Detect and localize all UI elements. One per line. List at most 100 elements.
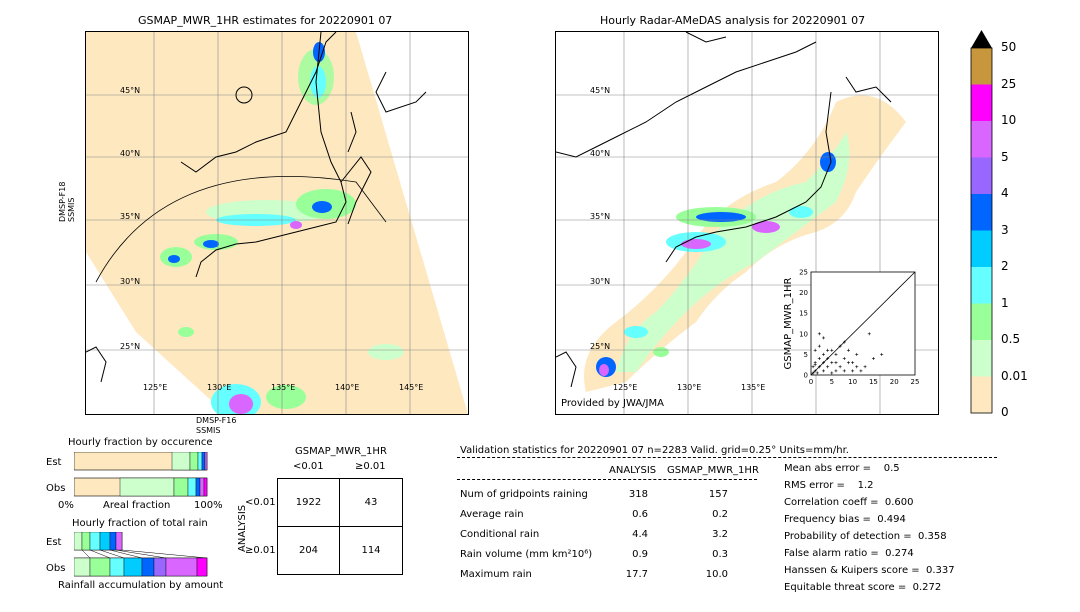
- left-map-canvas: [86, 32, 468, 414]
- scatter-point: [846, 361, 850, 365]
- right-lat-label: 25°N: [590, 342, 611, 351]
- colorbar-segment: [971, 84, 992, 121]
- left-lon-label: 130°E: [207, 383, 232, 392]
- scatter-diagonal: [810, 271, 916, 376]
- score-line: Correlation coeff = 0.600: [784, 497, 914, 508]
- colorbar-tick-label: 2: [1001, 259, 1009, 273]
- occ-tick-100: 100%: [194, 500, 223, 511]
- colorbar-tick-label: 10: [1001, 113, 1017, 127]
- stat-label: Maximum rain: [460, 569, 532, 580]
- score-line: Hanssen & Kuipers score = 0.337: [784, 565, 955, 576]
- scatter-ytick: 25: [799, 269, 808, 277]
- contingency-row-0: <0.01: [245, 497, 276, 508]
- stat-label: Average rain: [460, 509, 524, 520]
- right-lat-label: 35°N: [590, 212, 611, 221]
- colorbar-segment: [971, 157, 992, 194]
- scatter-point: [821, 361, 825, 365]
- scatter-point: [811, 365, 815, 369]
- stat-analysis: 0.6: [632, 509, 648, 520]
- occ-tick-0: 0%: [58, 500, 74, 511]
- scatter-xtick: 0: [809, 378, 813, 386]
- left-coastlines: [86, 32, 427, 383]
- scatter-point: [842, 357, 846, 361]
- sensor-bottom-line2: SSMIS: [196, 426, 221, 435]
- scatter-point: [830, 361, 834, 365]
- contingency-row-1: ≥0.01: [245, 545, 276, 556]
- scatter-point: [821, 336, 825, 340]
- colorbar: 50 25 10 5 4 3 2 1 0.5 0.01 0: [965, 28, 1075, 419]
- occurrence-canvas: [74, 452, 208, 497]
- scatter-point: [813, 348, 817, 352]
- colorbar-segment: [971, 376, 992, 413]
- score-line: Mean abs error = 0.5: [784, 463, 900, 474]
- contingency-cell: 1922: [295, 497, 322, 508]
- scatter-point: [863, 365, 867, 369]
- scatter-ylabel: GSMAP_MWR_1HR: [783, 278, 794, 370]
- contingency-col-1: ≥0.01: [355, 461, 386, 472]
- scatter-xtick: 15: [869, 378, 878, 386]
- colorbar-segment: [971, 267, 992, 304]
- stat-label: Num of gridpoints raining: [460, 489, 588, 500]
- stat-analysis: 17.7: [625, 569, 648, 580]
- occurrence-bars: [74, 452, 209, 497]
- scatter-xtick: 10: [848, 378, 857, 386]
- stat-analysis: 318: [628, 489, 648, 500]
- scatter-point: [813, 363, 817, 367]
- total-rain-canvas: [74, 532, 208, 577]
- colorbar-frame: [970, 47, 993, 414]
- scatter-point: [871, 357, 875, 361]
- stat-label: Conditional rain: [460, 529, 540, 540]
- right-map-title: Hourly Radar-AMeDAS analysis for 2022090…: [600, 14, 866, 27]
- score-line: Frequency bias = 0.494: [784, 514, 906, 525]
- colorbar-tick-label: 50: [1001, 40, 1017, 54]
- scatter-point: [880, 352, 884, 356]
- right-lon-label: 125°E: [613, 383, 638, 392]
- colorbar-tick-label: 5: [1001, 149, 1009, 164]
- scatter-point: [834, 352, 838, 356]
- scatter-point: [826, 348, 830, 352]
- colorbar-tick-label: 0.01: [1001, 368, 1028, 383]
- right-lat-label: 40°N: [590, 149, 611, 158]
- total-rain-bars: [74, 532, 209, 577]
- scatter-ytick: 20: [799, 289, 808, 297]
- colorbar-tick-label: 0.5: [1001, 332, 1021, 346]
- score-line: False alarm ratio = 0.274: [784, 548, 914, 559]
- scatter-point: [867, 332, 871, 336]
- data-credit: Provided by JWA/JMA: [561, 398, 664, 409]
- colorbar-segment: [971, 230, 992, 267]
- rain-est-label: Est: [46, 537, 62, 548]
- scatter-point: [838, 344, 842, 348]
- scatter-point: [821, 352, 825, 356]
- stat-label: Rain volume (mm km²10⁶): [460, 549, 593, 560]
- scatter-ytick: 5: [804, 351, 808, 359]
- contingency-col-0: <0.01: [293, 461, 324, 472]
- scatter-xtick: 5: [830, 378, 834, 386]
- right-lat-label: 30°N: [590, 277, 611, 286]
- colorbar-segment: [971, 340, 992, 377]
- scatter-point: [826, 357, 830, 361]
- scatter-point: [851, 361, 855, 365]
- scatter-xtick: 25: [911, 378, 920, 386]
- scatter-point: [830, 371, 834, 375]
- right-lon-label: 135°E: [741, 383, 766, 392]
- rain-obs-label: Obs: [46, 563, 66, 574]
- left-grid: [86, 32, 468, 414]
- scatter-point: [817, 365, 821, 369]
- stat-analysis: 0.9: [632, 549, 648, 560]
- left-lat-label: 40°N: [120, 149, 141, 158]
- scatter-point: [817, 344, 821, 348]
- left-lat-label: 35°N: [120, 212, 141, 221]
- stat-analysis: 4.4: [632, 529, 648, 540]
- scatter-point: [838, 365, 842, 369]
- colorbar-tick-label: 0: [1001, 405, 1009, 419]
- left-lat-label: 45°N: [120, 86, 141, 95]
- validation-header: Validation statistics for 20220901 07 n=…: [460, 445, 849, 456]
- sensor-left-line2: SSMIS: [67, 197, 76, 223]
- occ-xlabel: Areal fraction: [103, 500, 171, 511]
- colorbar-tick-label: 25: [1001, 76, 1017, 91]
- scatter-plot: 05101520250510152025ANALYSISGSMAP_MWR_1H…: [783, 269, 920, 387]
- left-lat-label: 30°N: [120, 277, 141, 286]
- sensor-bottom-label: DMSP-F16 SSMIS: [196, 416, 236, 436]
- colorbar-tick-label: 3: [1001, 222, 1009, 237]
- validation-divider: [457, 457, 997, 458]
